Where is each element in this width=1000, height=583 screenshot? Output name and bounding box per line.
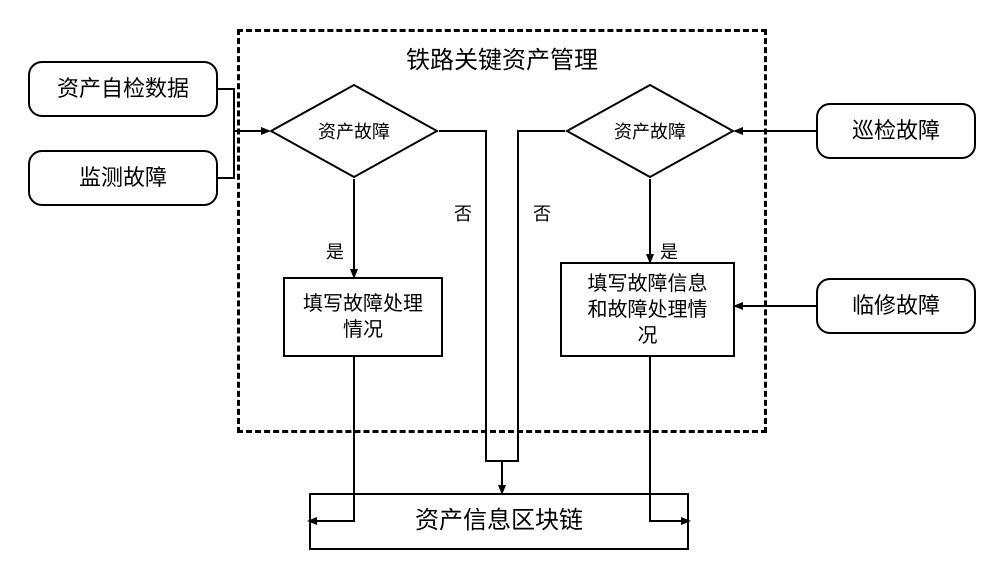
node-diamond-right: 资产故障 <box>565 83 735 179</box>
label-left-no: 否 <box>454 200 472 226</box>
node-monitor-fault: 监测故障 <box>28 150 218 206</box>
node-process-left: 填写故障处理 情况 <box>283 277 443 357</box>
node-label: 巡检故障 <box>852 117 940 146</box>
node-asset-self-check: 资产自检数据 <box>28 61 218 117</box>
label-left-yes: 是 <box>326 238 344 264</box>
node-diamond-left: 资产故障 <box>269 83 439 179</box>
node-inspection-fault: 巡检故障 <box>816 103 976 159</box>
label-right-yes: 是 <box>660 238 678 264</box>
node-label: 资产信息区块链 <box>415 506 583 537</box>
node-label: 资产自检数据 <box>57 75 189 104</box>
node-process-right: 填写故障信息 和故障处理情 况 <box>560 262 735 357</box>
diagram-canvas: 铁路关键资产管理 资产自检数据 监测故障 巡检故障 临修故障 资产故障 资产故障… <box>0 0 1000 583</box>
node-label: 资产故障 <box>614 118 686 144</box>
node-label: 资产故障 <box>318 118 390 144</box>
node-label: 填写故障处理 情况 <box>303 291 423 343</box>
node-label: 填写故障信息 和故障处理情 况 <box>588 271 708 349</box>
dashed-container-title: 铁路关键资产管理 <box>237 40 767 75</box>
node-blockchain: 资产信息区块链 <box>309 493 689 550</box>
label-right-no: 否 <box>533 200 551 226</box>
node-label: 临修故障 <box>852 292 940 321</box>
node-repair-fault: 临修故障 <box>816 278 976 334</box>
node-label: 监测故障 <box>79 164 167 193</box>
